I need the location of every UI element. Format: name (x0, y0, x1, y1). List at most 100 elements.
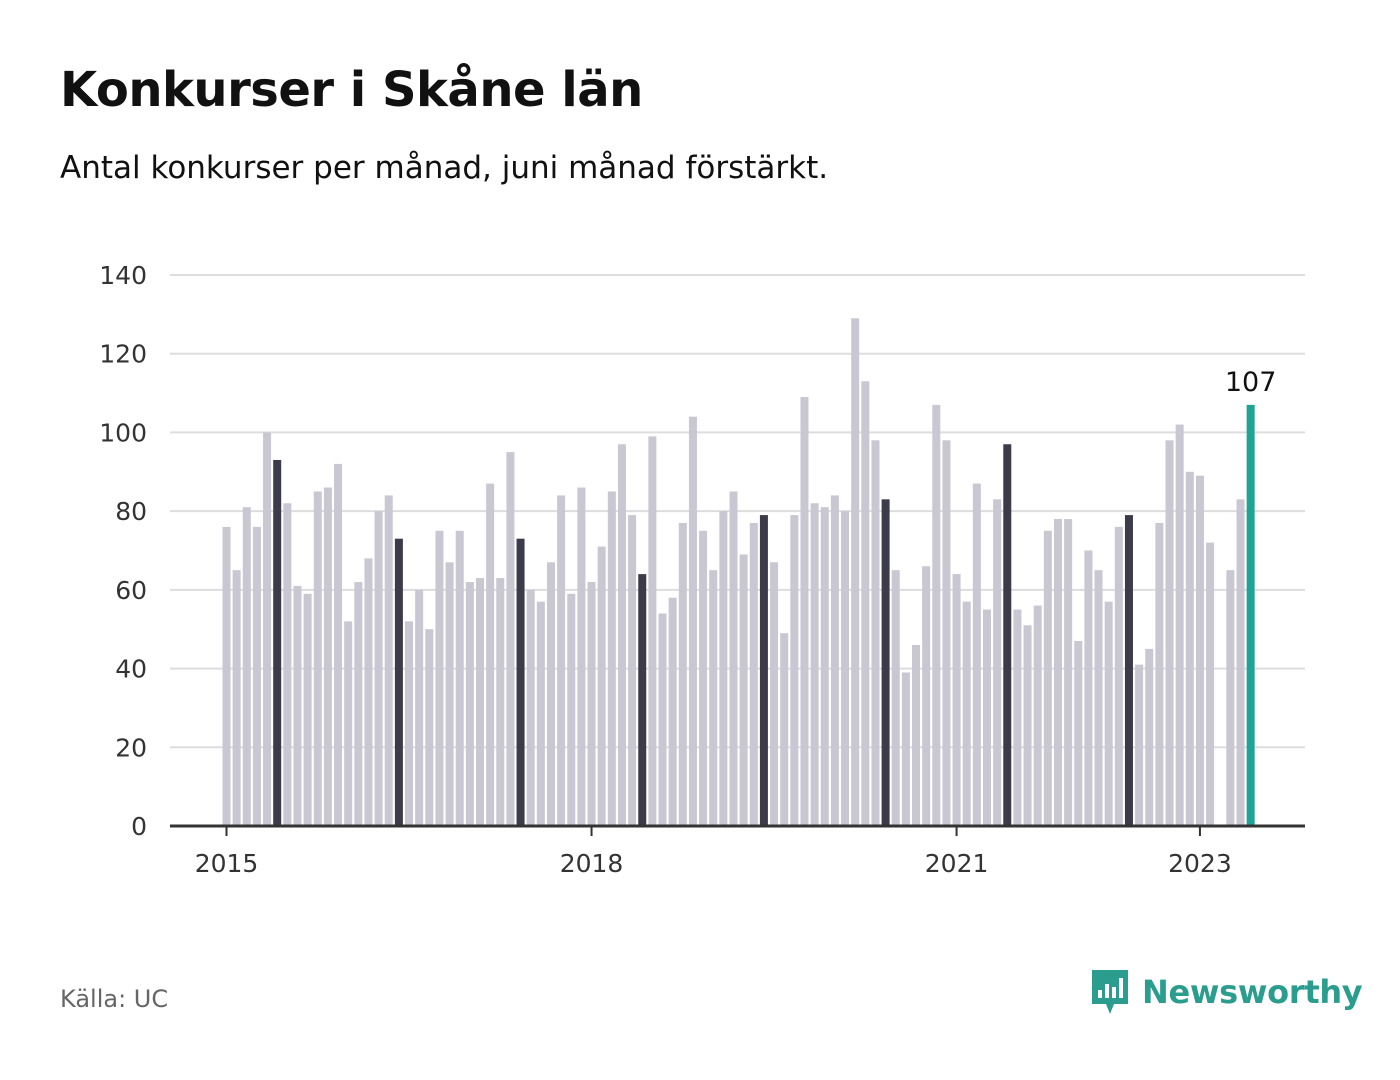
bar (942, 440, 951, 826)
y-tick-label: 0 (131, 812, 147, 841)
newsworthy-logo-icon (1092, 970, 1128, 1014)
bar (1124, 515, 1133, 826)
bar (435, 530, 444, 826)
bar (1003, 444, 1012, 826)
bar (486, 483, 495, 826)
bar (1094, 570, 1103, 826)
bar (901, 672, 910, 826)
bar (1226, 570, 1235, 826)
bar (658, 613, 667, 826)
bar (1145, 648, 1154, 826)
bar (232, 570, 241, 826)
bar (749, 522, 758, 826)
y-tick-label: 80 (115, 497, 147, 526)
bar (983, 609, 991, 826)
bar (516, 538, 525, 826)
bar (1084, 550, 1093, 826)
bar (932, 404, 941, 826)
bar (293, 585, 302, 826)
bar (770, 562, 779, 826)
bar (577, 487, 586, 826)
bar (962, 601, 971, 826)
bar (952, 574, 961, 826)
bar (557, 495, 566, 826)
bar (912, 644, 921, 826)
bar (1246, 404, 1255, 826)
bar (648, 436, 657, 826)
bar (790, 515, 799, 826)
bar (891, 570, 900, 826)
x-tick-label: 2018 (560, 849, 624, 878)
bar (800, 397, 809, 826)
y-tick-label: 120 (99, 340, 147, 369)
bar (841, 511, 850, 826)
bar (273, 459, 282, 826)
bar (1175, 424, 1184, 826)
brand-name: Newsworthy (1142, 973, 1363, 1011)
bar (1013, 609, 1022, 826)
bar (972, 483, 981, 826)
bar (252, 526, 261, 826)
bar (851, 318, 860, 826)
bar (384, 495, 393, 826)
axes: 0 20 40 60 80 100 120 140 2015 2018 2021 2023 (99, 261, 1305, 878)
bar (881, 499, 890, 826)
bar (465, 581, 474, 826)
bar (780, 633, 789, 826)
y-tick-label: 40 (115, 655, 147, 684)
bar (1155, 522, 1164, 826)
bar (628, 515, 637, 826)
bar (1033, 605, 1042, 826)
bar (1114, 526, 1123, 826)
bar (1043, 530, 1052, 826)
bar (871, 440, 880, 826)
bar (364, 558, 373, 826)
y-tick-label: 100 (99, 418, 147, 447)
newsworthy-logo[interactable]: Newsworthy (1090, 968, 1363, 1016)
bar (476, 578, 484, 826)
bar (1053, 519, 1062, 826)
chart-subtitle: Antal konkurser per månad, juni månad fö… (60, 150, 829, 186)
bar (688, 416, 697, 826)
bar (668, 597, 677, 826)
bar (394, 538, 403, 826)
bar (506, 452, 515, 826)
bar (1104, 601, 1113, 826)
bar-series (222, 318, 1255, 826)
bar (344, 621, 353, 826)
bar (607, 491, 616, 826)
bar (830, 495, 839, 826)
bar (638, 574, 647, 826)
bar (1074, 641, 1083, 826)
bar (922, 566, 931, 826)
bar (313, 491, 322, 826)
bar (415, 589, 424, 826)
bar (1064, 519, 1073, 826)
bar (425, 629, 434, 826)
bar (993, 499, 1002, 826)
x-tick-label: 2023 (1168, 849, 1232, 878)
bar (354, 581, 363, 826)
bar (729, 491, 738, 826)
data-labels: 107 (1225, 367, 1277, 398)
bar (1135, 664, 1144, 826)
bar (759, 515, 768, 826)
y-tick-label: 140 (99, 261, 147, 290)
x-tick-label: 2021 (925, 849, 989, 878)
y-tick-label: 60 (115, 576, 147, 605)
bar (1236, 499, 1245, 826)
bar (587, 581, 596, 826)
bar (536, 601, 545, 826)
bar (526, 589, 535, 826)
bar (617, 444, 626, 826)
bar (820, 507, 829, 826)
bar (719, 511, 728, 826)
bar (374, 511, 383, 826)
bar (1185, 471, 1194, 826)
bar (567, 593, 576, 826)
bar (496, 578, 505, 826)
bar (1206, 542, 1215, 826)
bar (445, 562, 454, 826)
bar (283, 503, 292, 826)
